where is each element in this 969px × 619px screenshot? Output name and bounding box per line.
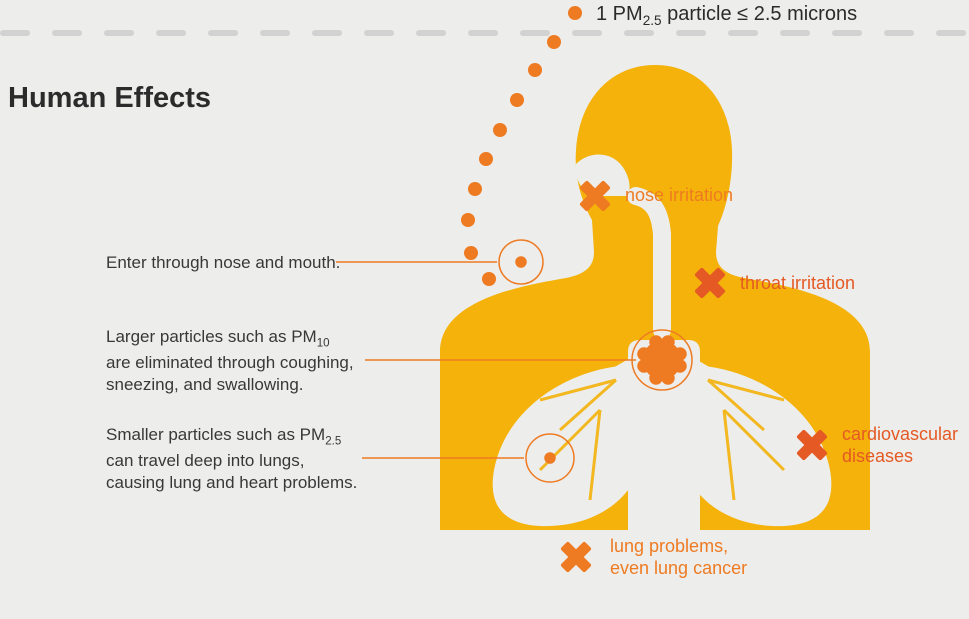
note-pm10: Larger particles such as PM10 are elimin… — [106, 326, 406, 397]
effect-throat-irritation: throat irritation — [740, 273, 855, 295]
top-dash-rule — [0, 30, 966, 36]
particle-trail — [461, 6, 582, 286]
page-title: Human Effects — [8, 82, 211, 115]
note-pm25: Smaller particles such as PM2.5 can trav… — [106, 424, 406, 495]
note-nose-mouth: Enter through nose and mouth. — [106, 252, 406, 275]
effect-cardiovascular: cardiovascular diseases — [842, 424, 958, 467]
effect-nose-irritation: nose irritation — [625, 185, 733, 207]
pm-particle-label: 1 PM2.5 particle ≤ 2.5 microns — [596, 3, 857, 28]
effect-lung-problems: lung problems, even lung cancer — [610, 536, 747, 579]
